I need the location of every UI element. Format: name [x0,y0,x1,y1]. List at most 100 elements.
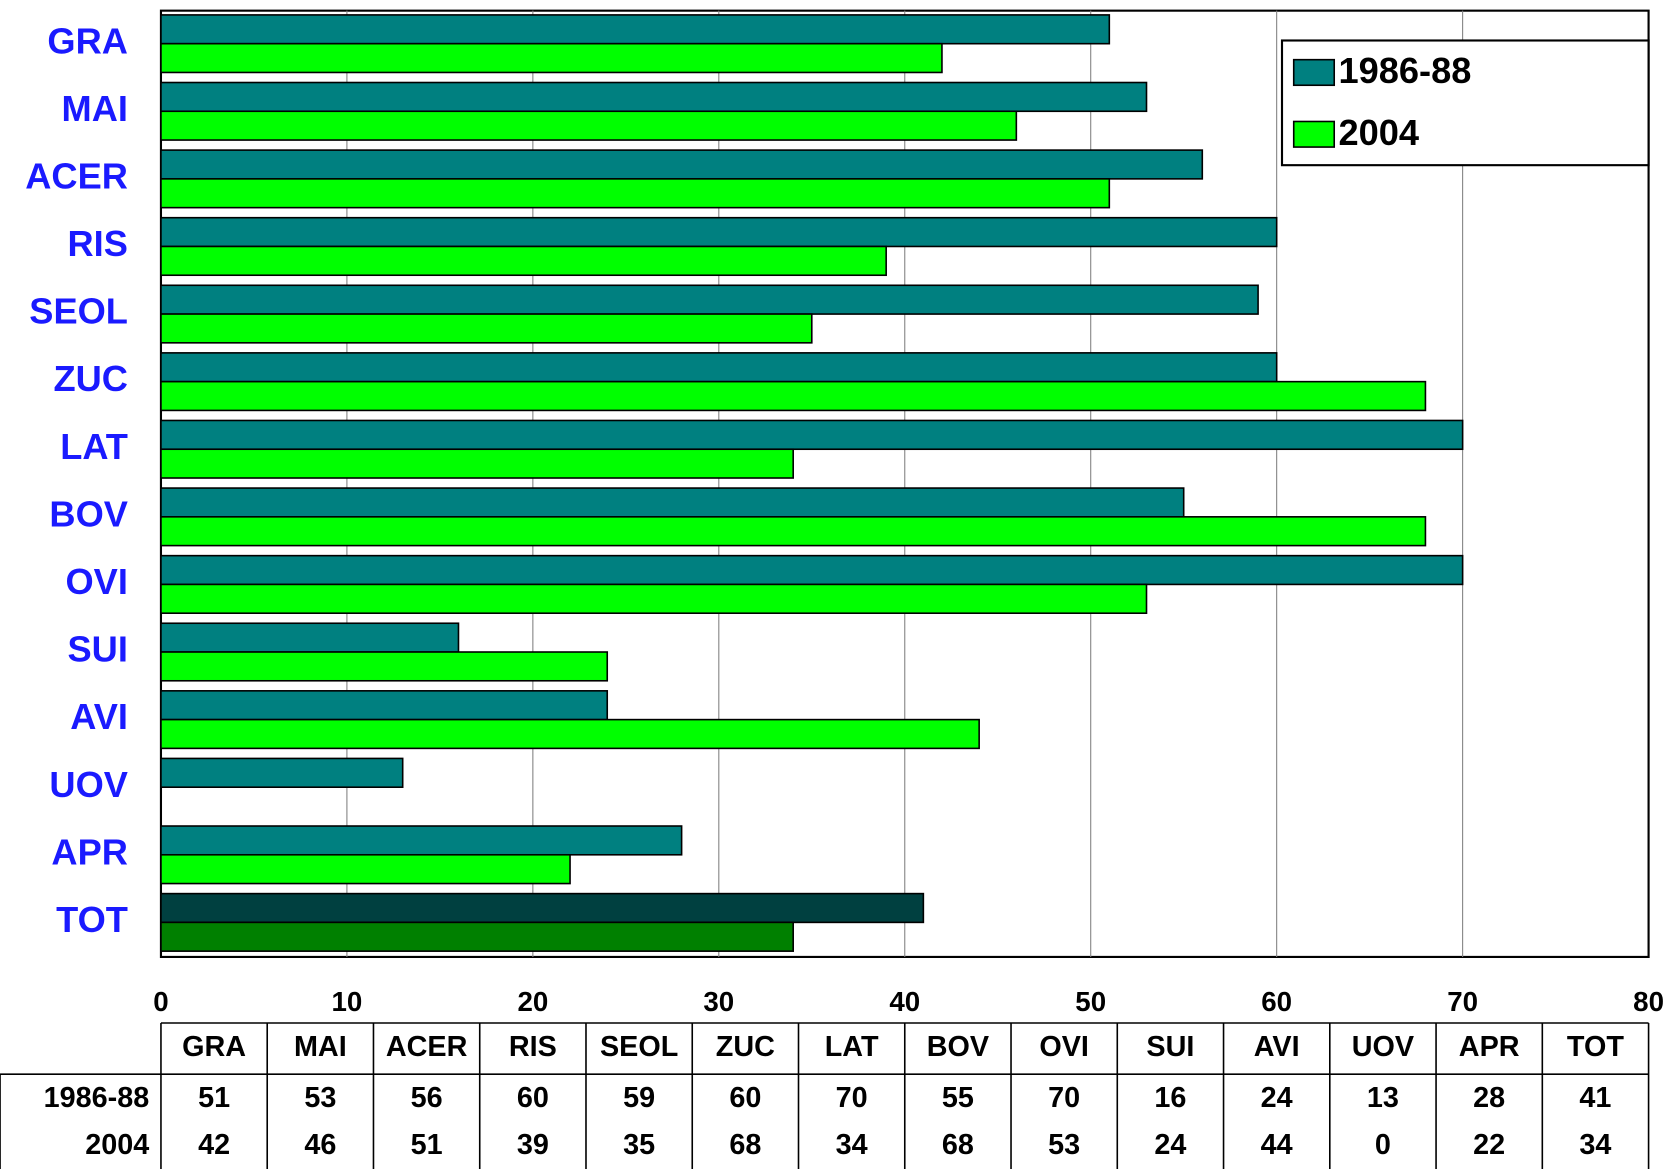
y-tick-label: SUI [68,629,128,670]
bar [160,81,1148,113]
bar [160,622,460,653]
bar [160,448,794,479]
table-value: 70 [1048,1082,1080,1114]
bar [160,149,1204,180]
table-value: 42 [198,1129,230,1161]
bar [160,284,1259,315]
table-value: 34 [836,1129,868,1161]
x-tick-label: 30 [703,986,734,1017]
table-header: ACER [386,1031,468,1063]
table-header: LAT [825,1031,879,1063]
legend-swatch [1292,58,1336,87]
table-value: 51 [411,1129,443,1161]
table-value: 68 [729,1129,761,1161]
x-tick-label: 40 [889,986,920,1017]
bar [160,757,404,788]
table-header: MAI [294,1031,347,1063]
bar [160,419,1464,451]
bar [160,583,1148,614]
table-header: TOT [1567,1031,1624,1063]
table-value: 28 [1473,1082,1505,1114]
table-header: BOV [927,1031,989,1063]
table-header: GRA [182,1031,246,1063]
y-tick-label: MAI [62,88,128,129]
legend-swatch [1292,120,1336,148]
table-value: 0 [1375,1129,1391,1161]
table-header: OVI [1039,1031,1089,1063]
table-value: 56 [411,1082,443,1114]
bar [160,892,925,924]
table-value: 59 [623,1082,655,1114]
table-value: 44 [1261,1129,1293,1161]
table-value: 53 [304,1082,336,1114]
table-value: 68 [942,1129,974,1161]
y-tick-label: GRA [47,20,127,61]
y-tick-label: ZUC [53,358,127,399]
table-value: 55 [942,1082,974,1114]
y-tick-label: RIS [68,223,128,264]
table-row-label: 2004 [85,1129,149,1161]
bar [160,554,1464,586]
table-header: RIS [509,1031,557,1063]
y-tick-label: ACER [25,155,128,196]
bar [160,42,943,74]
table-value: 46 [304,1129,336,1161]
bar [160,380,1427,412]
bar [160,651,609,682]
table-value: 51 [198,1082,230,1114]
table-header: UOV [1352,1031,1414,1063]
y-tick-label: BOV [49,493,128,534]
table-header: SEOL [600,1031,678,1063]
x-tick-label: 20 [517,986,548,1017]
table-header: APR [1459,1031,1520,1063]
bar [160,14,1111,45]
bar [160,313,813,344]
table-value: 70 [836,1082,868,1114]
bar [160,245,887,277]
table-value: 24 [1154,1129,1186,1161]
table-row-label: 1986-88 [44,1082,150,1114]
bar [160,853,571,885]
bar [160,487,1185,518]
bar [160,921,794,952]
x-tick-label: 10 [332,986,363,1017]
table-value: 39 [517,1129,549,1161]
table-header: AVI [1254,1031,1300,1063]
table-value: 13 [1367,1082,1399,1114]
legend-box [1280,39,1650,167]
legend-label: 2004 [1338,112,1419,153]
bar [160,352,1278,383]
table-value: 60 [517,1082,549,1114]
table-value: 41 [1579,1082,1611,1114]
table-value: 35 [623,1129,655,1161]
y-tick-label: APR [51,831,127,872]
bar [160,110,1018,141]
x-tick-label: 70 [1447,986,1478,1017]
y-tick-label: SEOL [29,291,128,332]
y-tick-label: LAT [60,426,128,467]
x-tick-label: 0 [153,986,168,1017]
legend-label: 1986-88 [1338,50,1471,91]
table-value: 60 [729,1082,761,1114]
bar [160,718,980,750]
y-tick-label: AVI [70,696,128,737]
table-header: ZUC [716,1031,775,1063]
bar [160,178,1111,209]
y-tick-label: TOT [56,899,128,940]
table-value: 22 [1473,1129,1505,1161]
x-tick-label: 50 [1075,986,1106,1017]
bar [160,690,609,721]
bar [160,825,683,856]
x-tick-label: 80 [1633,986,1664,1017]
table-value: 16 [1154,1082,1186,1114]
y-tick-label: UOV [49,764,128,805]
table-value: 53 [1048,1129,1080,1161]
bar [160,516,1427,547]
table-value: 34 [1579,1129,1611,1161]
y-tick-label: OVI [66,561,128,602]
x-tick-label: 60 [1261,986,1292,1017]
table-value: 24 [1261,1082,1293,1114]
bar [160,216,1278,248]
table-header: SUI [1146,1031,1194,1063]
